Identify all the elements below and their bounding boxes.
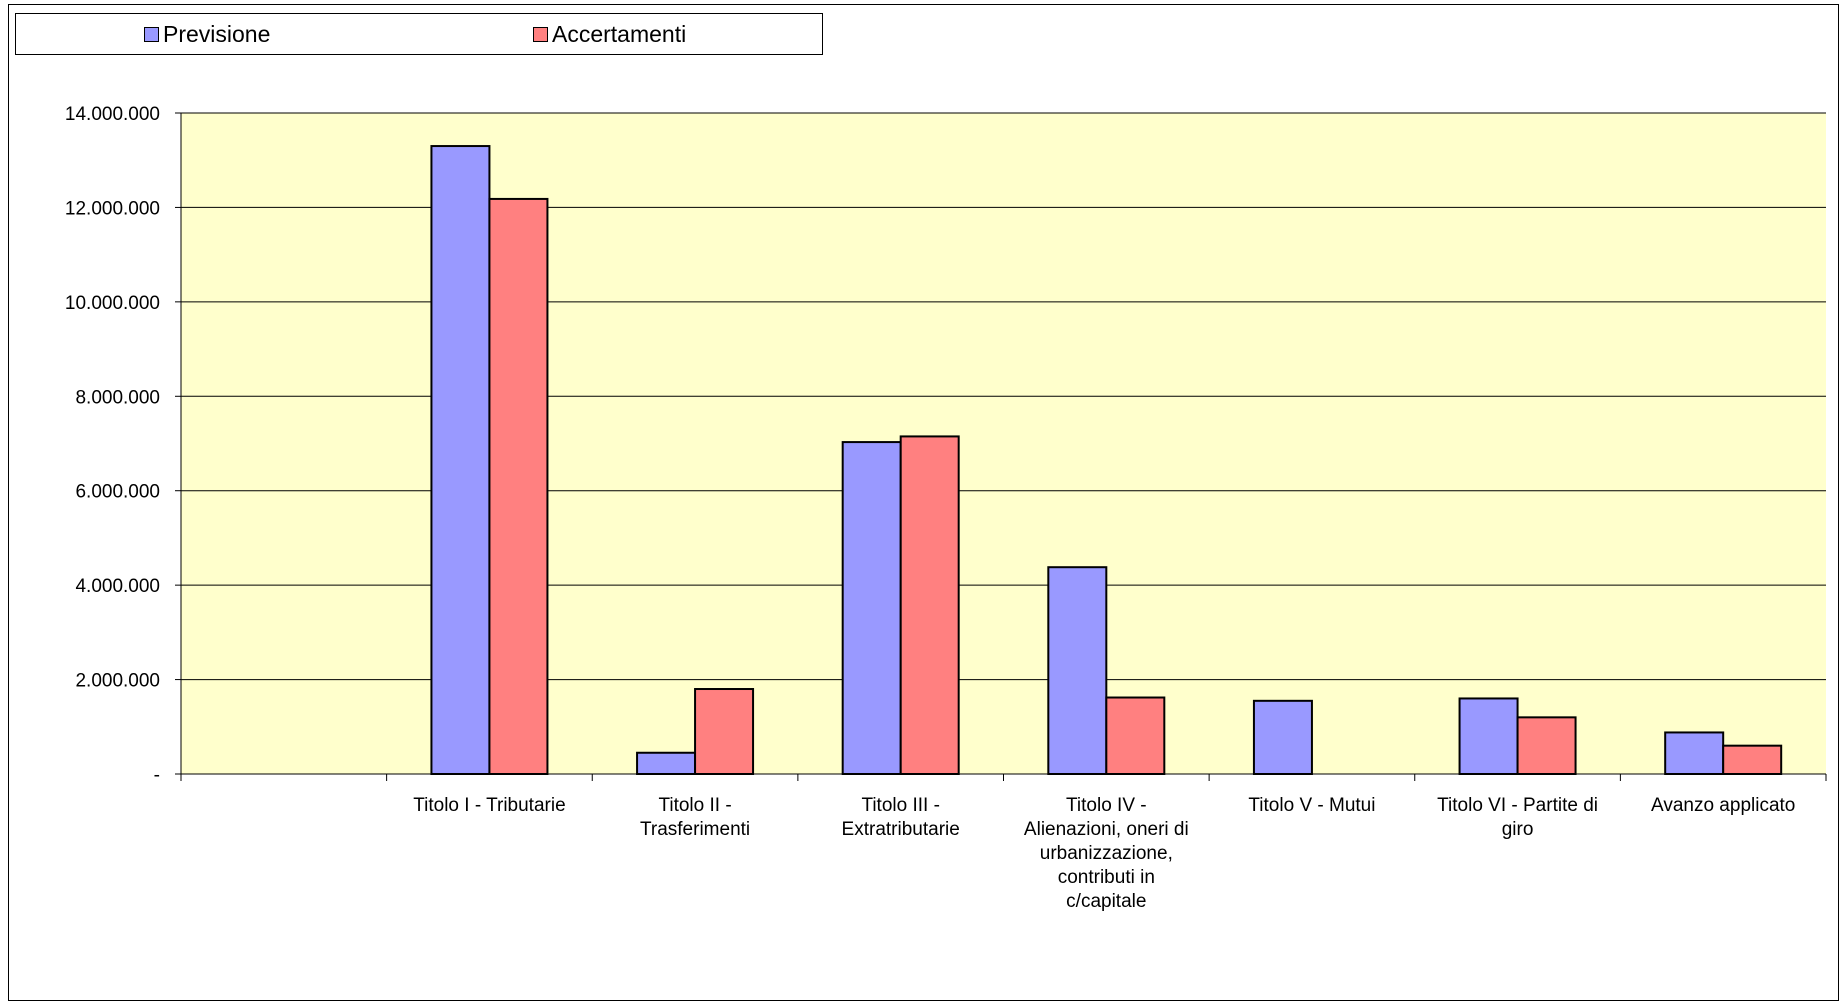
bar-previsione xyxy=(841,441,902,775)
legend-label-accertamenti: Accertamenti xyxy=(552,20,687,47)
x-tick-label: Titolo I - Tributarie xyxy=(413,795,565,816)
bar-accertamenti xyxy=(1722,744,1783,776)
bar-accertamenti xyxy=(488,197,549,775)
bar-previsione xyxy=(1664,731,1725,775)
y-tick-label: 6.000.000 xyxy=(75,482,160,503)
x-tick-label: Titolo III - xyxy=(861,795,939,816)
bar-accertamenti xyxy=(1516,716,1577,775)
x-tick-label: Trasferimenti xyxy=(640,819,750,840)
x-tick-label: Titolo VI - Partite di xyxy=(1437,795,1598,816)
legend: Previsione Accertamenti xyxy=(15,13,823,55)
y-tick-label: 4.000.000 xyxy=(75,576,160,597)
x-tick-label: Avanzo applicato xyxy=(1651,795,1795,816)
y-tick-label: 2.000.000 xyxy=(75,671,160,692)
x-tick-label: giro xyxy=(1502,819,1534,840)
legend-swatch-previsione xyxy=(144,26,159,42)
y-tick-label: 10.000.000 xyxy=(65,293,160,314)
bar-previsione xyxy=(1252,699,1313,776)
bar-accertamenti xyxy=(1105,696,1166,776)
x-tick-label: contributi in xyxy=(1058,867,1155,888)
bar-previsione xyxy=(636,751,697,776)
bar-previsione xyxy=(1458,697,1519,776)
y-tick-label: - xyxy=(154,765,160,786)
y-tick-label: 14.000.000 xyxy=(65,104,160,125)
plot-area xyxy=(181,113,1826,774)
legend-item-previsione: Previsione xyxy=(144,20,271,47)
x-tick-label: c/capitale xyxy=(1066,891,1146,912)
bar-previsione xyxy=(1047,566,1108,775)
x-tick-label: Titolo IV - xyxy=(1066,795,1147,816)
bar-accertamenti xyxy=(694,688,755,775)
x-tick-label: Titolo II - xyxy=(658,795,731,816)
x-tick-label: Titolo V - Mutui xyxy=(1248,795,1375,816)
bar-accertamenti xyxy=(899,435,960,775)
y-tick-label: 12.000.000 xyxy=(65,198,160,219)
legend-swatch-accertamenti xyxy=(533,26,548,42)
legend-item-accertamenti: Accertamenti xyxy=(533,20,687,47)
legend-label-previsione: Previsione xyxy=(163,20,271,47)
y-tick-label: 8.000.000 xyxy=(75,387,160,408)
x-tick-label: Extratributarie xyxy=(842,819,960,840)
bar-previsione xyxy=(430,145,491,776)
x-tick-label: Alienazioni, oneri di xyxy=(1024,819,1189,840)
x-tick-label: urbanizzazione, xyxy=(1040,843,1173,864)
